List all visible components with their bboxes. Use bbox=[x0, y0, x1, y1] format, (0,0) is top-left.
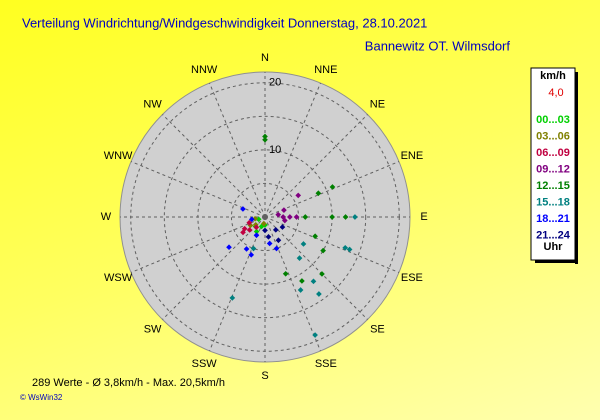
direction-label: ESE bbox=[401, 272, 423, 284]
direction-label: NE bbox=[370, 98, 385, 110]
direction-spoke bbox=[130, 216, 266, 273]
point bbox=[299, 278, 305, 284]
point bbox=[262, 133, 268, 140]
point bbox=[312, 233, 318, 240]
legend-shadow bbox=[575, 72, 578, 264]
direction-label: SE bbox=[370, 323, 385, 335]
direction-label: WSW bbox=[104, 272, 133, 284]
direction-label: S bbox=[261, 370, 268, 382]
point bbox=[248, 216, 255, 223]
point bbox=[262, 227, 268, 234]
point bbox=[316, 291, 322, 297]
legend-shadow bbox=[535, 260, 578, 263]
current-value: 4,0 bbox=[548, 87, 563, 99]
point bbox=[293, 214, 300, 220]
legend-entry: 03...06 bbox=[536, 130, 570, 142]
point bbox=[255, 216, 262, 223]
credit: © WsWin32 bbox=[20, 393, 63, 402]
point bbox=[352, 214, 358, 220]
point bbox=[265, 234, 272, 240]
point bbox=[282, 270, 289, 277]
direction-spoke bbox=[264, 216, 368, 320]
legend-box bbox=[530, 67, 576, 261]
direction-spoke bbox=[264, 216, 321, 352]
point bbox=[248, 252, 255, 258]
point bbox=[250, 245, 257, 252]
point bbox=[275, 237, 282, 244]
point bbox=[241, 225, 248, 232]
point bbox=[342, 214, 349, 220]
point bbox=[266, 240, 273, 247]
point bbox=[279, 224, 286, 230]
grid-ring bbox=[163, 115, 367, 319]
point bbox=[243, 246, 250, 252]
point bbox=[329, 184, 336, 190]
point bbox=[253, 228, 260, 235]
chart-subtitle: Bannewitz OT. Wilmsdorf bbox=[365, 38, 511, 53]
point bbox=[296, 255, 303, 261]
point bbox=[282, 217, 288, 224]
direction-label: SSW bbox=[192, 358, 218, 370]
direction-spoke bbox=[209, 216, 266, 352]
r-tick-label: 20 bbox=[269, 77, 281, 89]
legend-entry: 12...15 bbox=[536, 180, 570, 192]
direction-label: W bbox=[101, 211, 112, 223]
point bbox=[315, 190, 322, 197]
direction-label: WNW bbox=[104, 150, 133, 162]
direction-spoke bbox=[264, 114, 368, 218]
legend-title: km/h bbox=[540, 70, 566, 82]
legend-entry: 06...09 bbox=[536, 147, 570, 159]
point bbox=[226, 244, 232, 251]
direction-label: N bbox=[261, 52, 269, 64]
direction-label: SW bbox=[144, 323, 162, 335]
point bbox=[300, 241, 307, 247]
point bbox=[240, 206, 246, 212]
point bbox=[310, 278, 317, 285]
point bbox=[281, 207, 287, 213]
direction-label: NNW bbox=[191, 64, 218, 76]
point bbox=[246, 227, 253, 233]
point bbox=[312, 332, 318, 338]
direction-spoke bbox=[209, 82, 266, 218]
direction-label: ENE bbox=[401, 150, 424, 162]
point bbox=[261, 220, 267, 227]
point bbox=[297, 287, 304, 293]
direction-spoke bbox=[264, 216, 400, 273]
legend-footer: Uhr bbox=[544, 241, 564, 253]
direction-spoke bbox=[264, 82, 321, 218]
legend-entry: 00...03 bbox=[536, 114, 570, 126]
point bbox=[302, 214, 309, 220]
point bbox=[229, 295, 236, 301]
point bbox=[272, 227, 279, 233]
point bbox=[262, 136, 268, 143]
r-tick-label: 10 bbox=[269, 144, 281, 156]
point bbox=[273, 245, 280, 252]
legend-entry: 18...21 bbox=[536, 213, 570, 225]
direction-label: NNE bbox=[314, 64, 337, 76]
point bbox=[275, 211, 282, 218]
legend-entry: 15...18 bbox=[536, 196, 570, 208]
direction-label: SSE bbox=[315, 358, 337, 370]
point bbox=[346, 246, 353, 253]
point bbox=[320, 247, 326, 254]
direction-spoke bbox=[162, 216, 266, 320]
legend-entry: 09...12 bbox=[536, 163, 570, 175]
direction-spoke bbox=[162, 114, 266, 218]
direction-label: E bbox=[420, 211, 427, 223]
point bbox=[295, 192, 302, 199]
point bbox=[329, 214, 335, 220]
chart-title: Verteilung Windrichtung/Windgeschwindigk… bbox=[22, 15, 427, 30]
legend-entry: 21...24 bbox=[536, 229, 571, 241]
footer: 289 Werte - Ø 3,8km/h - Max. 20,5km/h bbox=[32, 377, 225, 389]
point bbox=[246, 219, 253, 226]
direction-label: NW bbox=[143, 98, 162, 110]
point bbox=[319, 271, 325, 277]
point bbox=[342, 244, 349, 251]
point bbox=[287, 214, 293, 220]
